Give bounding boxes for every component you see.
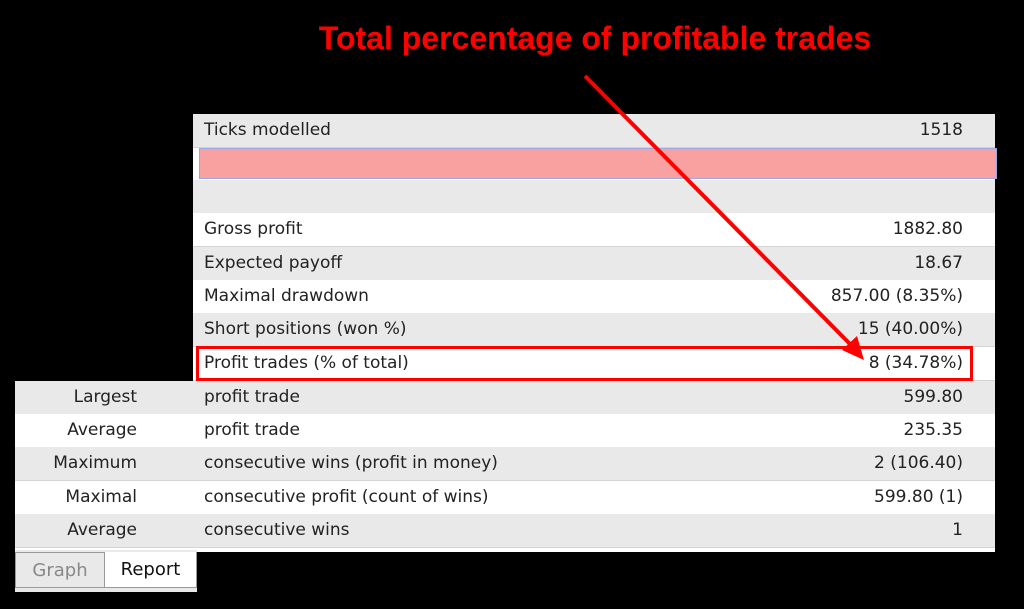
- row-prefix: Average: [67, 420, 137, 440]
- table-row: Average consecutive wins 1: [15, 514, 995, 548]
- row-label: Maximal drawdown: [204, 286, 369, 306]
- row-value: 2 (106.40): [874, 453, 963, 473]
- row-prefix: Average: [67, 520, 137, 540]
- row-value: 1882.80: [892, 219, 963, 239]
- row-value: 599.80 (1): [874, 487, 963, 507]
- row-value: 857.00 (8.35%): [830, 286, 963, 306]
- annotation-title: Total percentage of profitable trades: [318, 20, 872, 56]
- table-row: Short positions (won %) 15 (40.00%): [193, 313, 995, 347]
- row-label: profit trade: [204, 420, 300, 440]
- row-label: Expected payoff: [204, 253, 343, 273]
- report-panel-lower: Largest profit trade 599.80 Average profit …: [15, 381, 995, 552]
- row-value: 1518: [919, 120, 963, 140]
- row-label: Profit trades (% of total): [204, 353, 409, 373]
- row-label: profit trade: [204, 387, 300, 407]
- row-value: 8 (34.78%): [868, 353, 963, 373]
- row-value: 15 (40.00%): [857, 319, 963, 339]
- row-label: Ticks modelled: [204, 120, 331, 140]
- row-label: consecutive wins (profit in money): [204, 453, 498, 473]
- tab-report[interactable]: Report: [104, 552, 197, 588]
- highlight-box: [196, 346, 973, 381]
- table-row: Maximal consecutive profit (count of wins…: [15, 481, 995, 515]
- row-value: 235.35: [903, 420, 963, 440]
- table-row: Gross profit 1882.80: [193, 213, 995, 247]
- row-prefix: Maximum: [53, 453, 137, 473]
- row-prefix: Maximal: [65, 487, 137, 507]
- tab-graph[interactable]: Graph: [15, 552, 105, 588]
- row-label: Gross profit: [204, 219, 303, 239]
- table-row-highlighted: [199, 148, 997, 179]
- row-value: 18.67: [914, 253, 963, 273]
- row-label: Short positions (won %): [204, 319, 407, 339]
- table-row: Maximum consecutive wins (profit in money…: [15, 447, 995, 481]
- table-row: Ticks modelled 1518: [193, 114, 995, 148]
- row-prefix: Largest: [73, 387, 137, 407]
- row-value: 599.80: [903, 387, 963, 407]
- table-row: Maximal drawdown 857.00 (8.35%): [193, 280, 995, 314]
- report-panel-upper: Ticks modelled 1518 Gross profit 1882.80 E…: [193, 114, 997, 381]
- row-label: consecutive profit (count of wins): [204, 487, 489, 507]
- row-value: 1: [952, 520, 963, 540]
- row-label: consecutive wins: [204, 520, 350, 540]
